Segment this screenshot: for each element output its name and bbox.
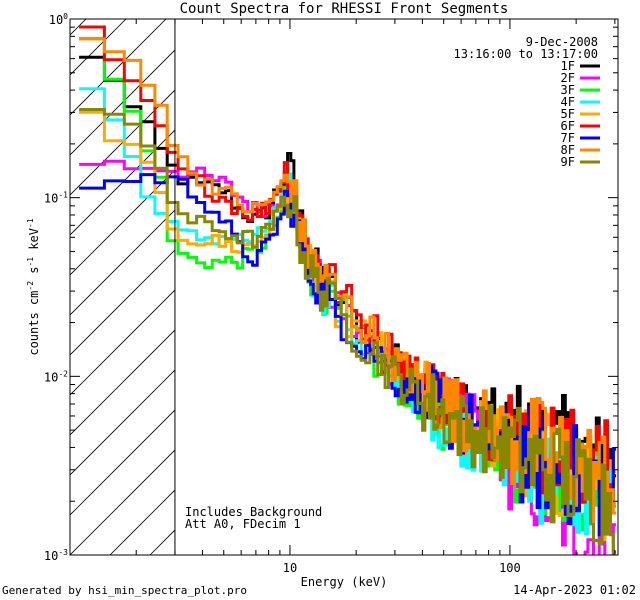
legend-label-9F: 9F [561,155,575,169]
y-axis-label-exp1: -2 [26,281,35,291]
hatch-line [0,0,30,555]
chart-title: Count Spectra for RHESSI Front Segments [180,1,509,17]
y-tick-exp: -2 [58,369,68,378]
legend-label-3F: 3F [561,83,575,97]
y-axis-label-mid: s [27,267,41,281]
legend-label-5F: 5F [561,107,575,121]
y-tick-label-0.01: 10-2 [44,369,68,384]
y-tick-exp: -1 [58,191,68,200]
x-tick-labels: 10 100 [283,561,521,575]
footer-timestamp: 14-Apr-2023 01:02 [513,583,636,597]
legend-label-6F: 6F [561,119,575,133]
plot-frame [69,18,619,556]
y-tick-base: 10 [44,192,58,206]
footer-generated-by: Generated by hsi_min_spectra_plot.pro [2,584,247,597]
y-tick-base: 10 [44,549,58,563]
x-axis-label: Energy (keV) [301,575,388,589]
y-tick-exp: -3 [58,548,68,557]
y-tick-exp: 0 [63,12,68,21]
y-tick-base: 10 [49,13,63,27]
hatch-line [70,19,87,36]
hatch-line [70,449,175,555]
legend-date: 9-Dec-2008 [526,35,598,49]
y-axis-label-exp3: -1 [26,218,35,228]
series-line-2F [79,159,617,555]
annotation-attenuator: Att A0, FDecim 1 [185,517,301,531]
y-tick-label-0.1: 10-1 [44,191,68,206]
series-layer [79,25,617,555]
y-tick-label-1: 100 [49,12,68,27]
hatch-line [70,209,175,316]
legend-label-8F: 8F [561,143,575,157]
hatch-line [70,409,175,516]
hatch-line [70,329,175,436]
y-axis-label: counts cm-2 s-1 keV-1 [26,218,41,355]
legend-label-4F: 4F [561,95,575,109]
hatch-line [70,129,175,236]
hatch-line [70,249,175,356]
x-tick-label-10: 10 [283,561,297,575]
hatch-line [70,19,127,76]
series-line-9F [79,108,617,554]
x-tick-label-100: 100 [499,561,521,575]
y-axis-label-unit: keV [27,228,41,257]
hatch-line [70,369,175,476]
series-line-8F [79,37,617,525]
y-tick-labels: 100 10-1 10-2 10-3 [44,12,68,563]
y-axis-label-exp2: -1 [26,257,35,267]
y-axis-label-base: counts cm [27,291,41,356]
annotation-background: Includes Background [185,505,322,519]
legend-label-7F: 7F [561,131,575,145]
hatch-line [70,49,175,156]
legend-label-2F: 2F [561,71,575,85]
axis-ticks [69,18,618,556]
y-tick-label-0.001: 10-3 [44,548,68,563]
legend-label-1F: 1F [561,59,575,73]
legend-time-range: 13:16:00 to 13:17:00 [454,47,599,61]
y-tick-base: 10 [44,370,58,384]
